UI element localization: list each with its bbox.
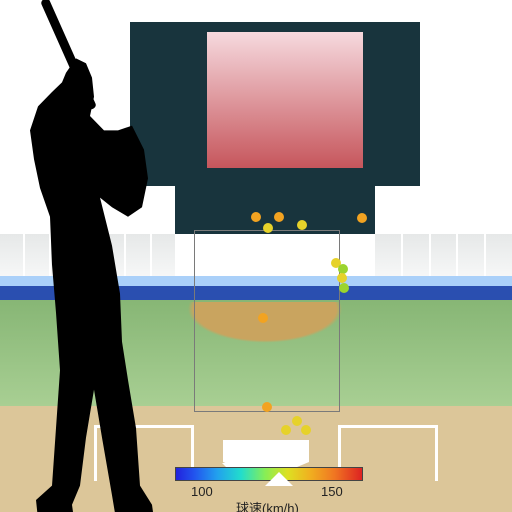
pitch-marker [337, 273, 347, 283]
colorbar-tick-1: 150 [321, 484, 343, 499]
pitch-marker [339, 283, 349, 293]
pitch-marker [274, 212, 284, 222]
colorbar-tick-0: 100 [191, 484, 213, 499]
pitch-marker [251, 212, 261, 222]
pitch-marker [262, 402, 272, 412]
pitch-marker [357, 213, 367, 223]
pitch-marker [301, 425, 311, 435]
pitch-marker [281, 425, 291, 435]
colorbar-title: 球速(km/h) [236, 498, 299, 512]
pitch-marker [258, 313, 268, 323]
pitch-marker [297, 220, 307, 230]
colorbar-pointer-up [265, 472, 293, 486]
pitch-marker [292, 416, 302, 426]
pitch-location-chart: 100 150 球速(km/h) [0, 0, 512, 512]
pitch-marker [263, 223, 273, 233]
